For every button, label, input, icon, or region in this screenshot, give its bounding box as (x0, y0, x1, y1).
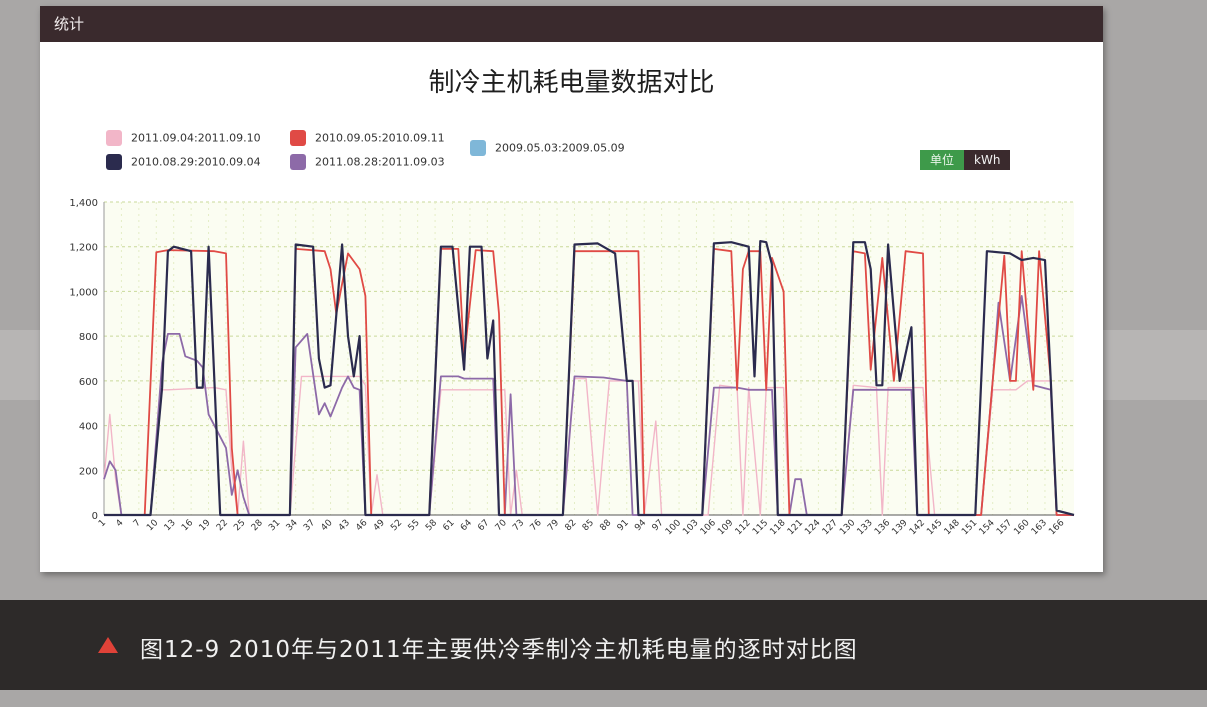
y-tick-label: 600 (79, 377, 98, 388)
x-tick-label: 166 (1047, 518, 1066, 537)
x-tick-label: 4 (114, 518, 125, 529)
x-tick-label: 154 (978, 518, 997, 537)
x-tick-label: 55 (407, 518, 422, 533)
x-tick-label: 148 (943, 518, 962, 537)
x-tick-label: 31 (267, 518, 282, 533)
x-tick-label: 145 (925, 518, 944, 537)
x-tick-label: 46 (354, 518, 369, 533)
x-tick-label: 67 (476, 518, 491, 533)
x-tick-label: 82 (563, 518, 578, 533)
y-tick-label: 800 (79, 332, 98, 343)
x-tick-label: 52 (389, 518, 404, 533)
y-tick-label: 200 (79, 466, 98, 477)
x-tick-label: 94 (633, 518, 648, 533)
figure-caption: 图12-9 2010年与2011年主要供冷季制冷主机耗电量的逐时对比图 (140, 630, 858, 664)
x-tick-label: 103 (681, 518, 700, 537)
x-tick-label: 1 (97, 518, 108, 529)
x-tick-label: 25 (232, 518, 247, 533)
caption-triangle-icon (98, 637, 118, 653)
x-tick-label: 121 (786, 518, 805, 537)
x-tick-label: 151 (960, 518, 979, 537)
x-tick-label: 133 (856, 518, 875, 537)
y-tick-label: 0 (92, 511, 98, 522)
x-tick-label: 136 (873, 518, 892, 537)
x-tick-label: 139 (890, 518, 909, 537)
x-tick-label: 142 (908, 518, 927, 537)
x-tick-label: 34 (285, 518, 300, 533)
x-tick-label: 13 (163, 518, 178, 533)
x-tick-label: 115 (751, 518, 770, 537)
x-tick-label: 70 (494, 518, 509, 533)
x-tick-label: 160 (1012, 518, 1031, 537)
x-tick-label: 130 (838, 518, 857, 537)
x-tick-label: 7 (132, 518, 143, 529)
y-tick-label: 1,000 (69, 287, 98, 298)
x-tick-label: 127 (821, 518, 840, 537)
figure-caption-bar: 图12-9 2010年与2011年主要供冷季制冷主机耗电量的逐时对比图 (0, 600, 1207, 690)
y-tick-label: 1,400 (69, 198, 98, 209)
x-tick-label: 22 (215, 518, 230, 533)
x-tick-label: 100 (664, 518, 683, 537)
x-tick-label: 49 (372, 518, 387, 533)
x-tick-label: 37 (302, 518, 317, 533)
x-tick-label: 28 (250, 518, 265, 533)
x-tick-label: 88 (598, 518, 613, 533)
x-tick-label: 79 (546, 518, 561, 533)
x-tick-label: 61 (441, 518, 456, 533)
x-tick-label: 16 (180, 518, 195, 533)
x-tick-label: 118 (768, 518, 787, 537)
y-tick-label: 400 (79, 422, 98, 433)
x-tick-label: 106 (699, 518, 718, 537)
x-tick-label: 58 (424, 518, 439, 533)
x-tick-label: 109 (716, 518, 735, 537)
chart-panel: 统计 制冷主机耗电量数据对比 2011.09.04:2011.09.10 201… (40, 6, 1103, 572)
x-tick-label: 91 (616, 518, 631, 533)
x-tick-label: 19 (198, 518, 213, 533)
x-tick-label: 76 (529, 518, 544, 533)
x-tick-label: 112 (734, 518, 753, 537)
x-tick-label: 64 (459, 518, 474, 533)
x-tick-label: 73 (511, 518, 526, 533)
x-tick-label: 157 (995, 518, 1014, 537)
x-tick-label: 40 (319, 518, 334, 533)
y-tick-label: 1,200 (69, 243, 98, 254)
x-tick-label: 124 (803, 518, 822, 537)
x-tick-label: 85 (581, 518, 596, 533)
x-tick-label: 163 (1030, 518, 1049, 537)
x-tick-label: 43 (337, 518, 352, 533)
x-tick-label: 10 (145, 518, 160, 533)
